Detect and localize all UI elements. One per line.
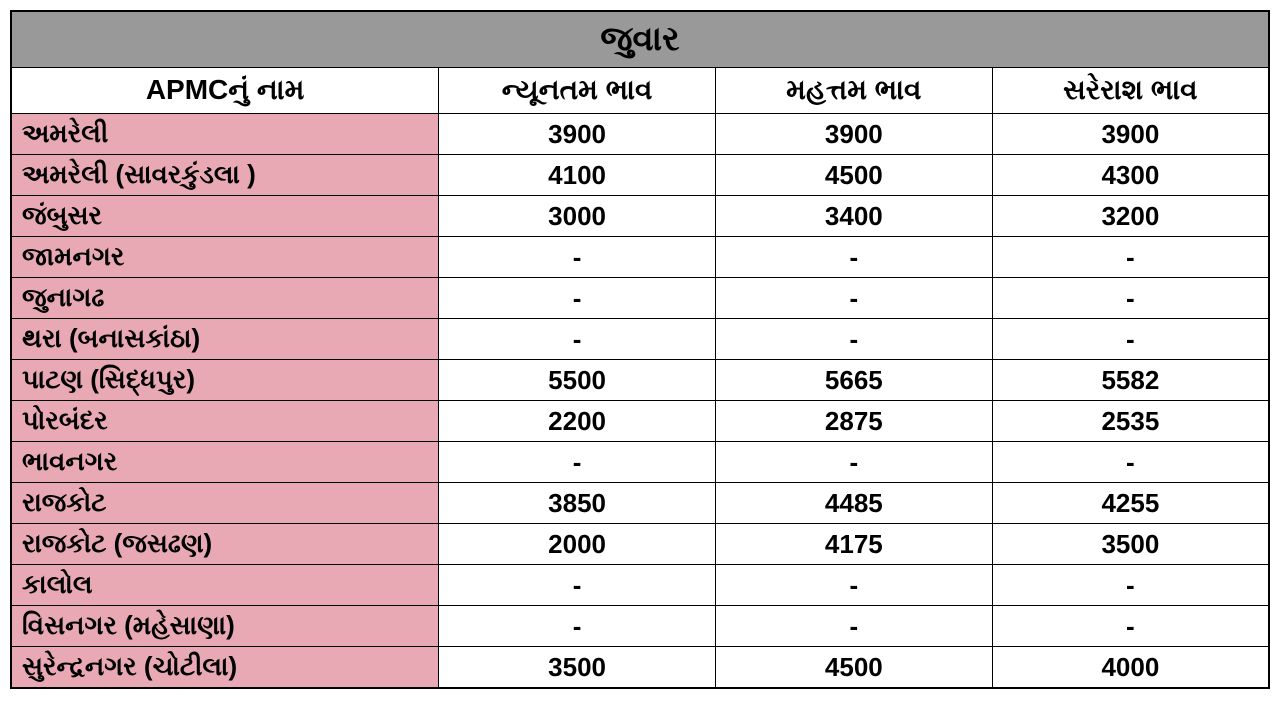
table-row: વિસનગર (મહેસાણા)--- (11, 606, 1269, 647)
price-max-cell: 4485 (715, 483, 992, 524)
price-min-cell: 5500 (439, 360, 716, 401)
table-row: રાજકોટ385044854255 (11, 483, 1269, 524)
column-header-max: મહત્તમ ભાવ (715, 68, 992, 114)
price-max-cell: 2875 (715, 401, 992, 442)
price-min-cell: - (439, 442, 716, 483)
apmc-name-cell: અમરેલી (11, 114, 439, 155)
apmc-name-cell: કાલોલ (11, 565, 439, 606)
price-min-cell: 2200 (439, 401, 716, 442)
price-avg-cell: 4000 (992, 647, 1269, 689)
column-header-avg: સરેરાશ ભાવ (992, 68, 1269, 114)
price-avg-cell: 4300 (992, 155, 1269, 196)
price-min-cell: 4100 (439, 155, 716, 196)
table-row: અમરેલી (સાવરકુંડલા )410045004300 (11, 155, 1269, 196)
apmc-name-cell: પાટણ (સિદ્ધપુર) (11, 360, 439, 401)
price-max-cell: 5665 (715, 360, 992, 401)
apmc-name-cell: થરા (બનાસકાંઠા) (11, 319, 439, 360)
price-max-cell: 4500 (715, 647, 992, 689)
price-max-cell: 4175 (715, 524, 992, 565)
price-avg-cell: - (992, 319, 1269, 360)
price-max-cell: - (715, 278, 992, 319)
price-min-cell: - (439, 606, 716, 647)
apmc-name-cell: જુનાગઢ (11, 278, 439, 319)
price-max-cell: 3400 (715, 196, 992, 237)
table-row: જુનાગઢ--- (11, 278, 1269, 319)
price-avg-cell: - (992, 606, 1269, 647)
price-min-cell: 2000 (439, 524, 716, 565)
table-title-row: જુવાર (11, 11, 1269, 68)
price-max-cell: - (715, 319, 992, 360)
apmc-name-cell: જંબુસર (11, 196, 439, 237)
price-avg-cell: 3500 (992, 524, 1269, 565)
table-row: પોરબંદર220028752535 (11, 401, 1269, 442)
price-max-cell: 4500 (715, 155, 992, 196)
table-row: અમરેલી390039003900 (11, 114, 1269, 155)
apmc-name-cell: સુરેન્દ્રનગર (ચોટીલા) (11, 647, 439, 689)
apmc-name-cell: ભાવનગર (11, 442, 439, 483)
table-row: કાલોલ--- (11, 565, 1269, 606)
price-max-cell: - (715, 565, 992, 606)
apmc-name-cell: વિસનગર (મહેસાણા) (11, 606, 439, 647)
table-row: રાજકોટ (જસઢણ)200041753500 (11, 524, 1269, 565)
price-avg-cell: 3900 (992, 114, 1269, 155)
table-title: જુવાર (11, 11, 1269, 68)
table-row: થરા (બનાસકાંઠા)--- (11, 319, 1269, 360)
price-min-cell: - (439, 565, 716, 606)
price-min-cell: 3000 (439, 196, 716, 237)
table-row: સુરેન્દ્રનગર (ચોટીલા)350045004000 (11, 647, 1269, 689)
table-row: પાટણ (સિદ્ધપુર)550056655582 (11, 360, 1269, 401)
price-avg-cell: - (992, 278, 1269, 319)
price-avg-cell: 2535 (992, 401, 1269, 442)
price-min-cell: - (439, 237, 716, 278)
table-body: અમરેલી390039003900અમરેલી (સાવરકુંડલા )41… (11, 114, 1269, 689)
table-row: જંબુસર300034003200 (11, 196, 1269, 237)
price-avg-cell: - (992, 442, 1269, 483)
column-header-name: APMCનું નામ (11, 68, 439, 114)
price-max-cell: - (715, 606, 992, 647)
price-min-cell: 3500 (439, 647, 716, 689)
price-min-cell: - (439, 278, 716, 319)
price-max-cell: - (715, 237, 992, 278)
price-avg-cell: - (992, 237, 1269, 278)
apmc-name-cell: પોરબંદર (11, 401, 439, 442)
price-min-cell: - (439, 319, 716, 360)
apmc-name-cell: અમરેલી (સાવરકુંડલા ) (11, 155, 439, 196)
price-avg-cell: - (992, 565, 1269, 606)
apmc-name-cell: રાજકોટ (જસઢણ) (11, 524, 439, 565)
price-min-cell: 3850 (439, 483, 716, 524)
price-avg-cell: 3200 (992, 196, 1269, 237)
price-min-cell: 3900 (439, 114, 716, 155)
apmc-name-cell: જામનગર (11, 237, 439, 278)
price-max-cell: 3900 (715, 114, 992, 155)
apmc-name-cell: રાજકોટ (11, 483, 439, 524)
price-avg-cell: 5582 (992, 360, 1269, 401)
table-row: જામનગર--- (11, 237, 1269, 278)
column-header-min: ન્યૂનતમ ભાવ (439, 68, 716, 114)
table-row: ભાવનગર--- (11, 442, 1269, 483)
table-header-row: APMCનું નામ ન્યૂનતમ ભાવ મહત્તમ ભાવ સરેરા… (11, 68, 1269, 114)
price-max-cell: - (715, 442, 992, 483)
price-table: જુવાર APMCનું નામ ન્યૂનતમ ભાવ મહત્તમ ભાવ… (10, 10, 1270, 689)
price-avg-cell: 4255 (992, 483, 1269, 524)
